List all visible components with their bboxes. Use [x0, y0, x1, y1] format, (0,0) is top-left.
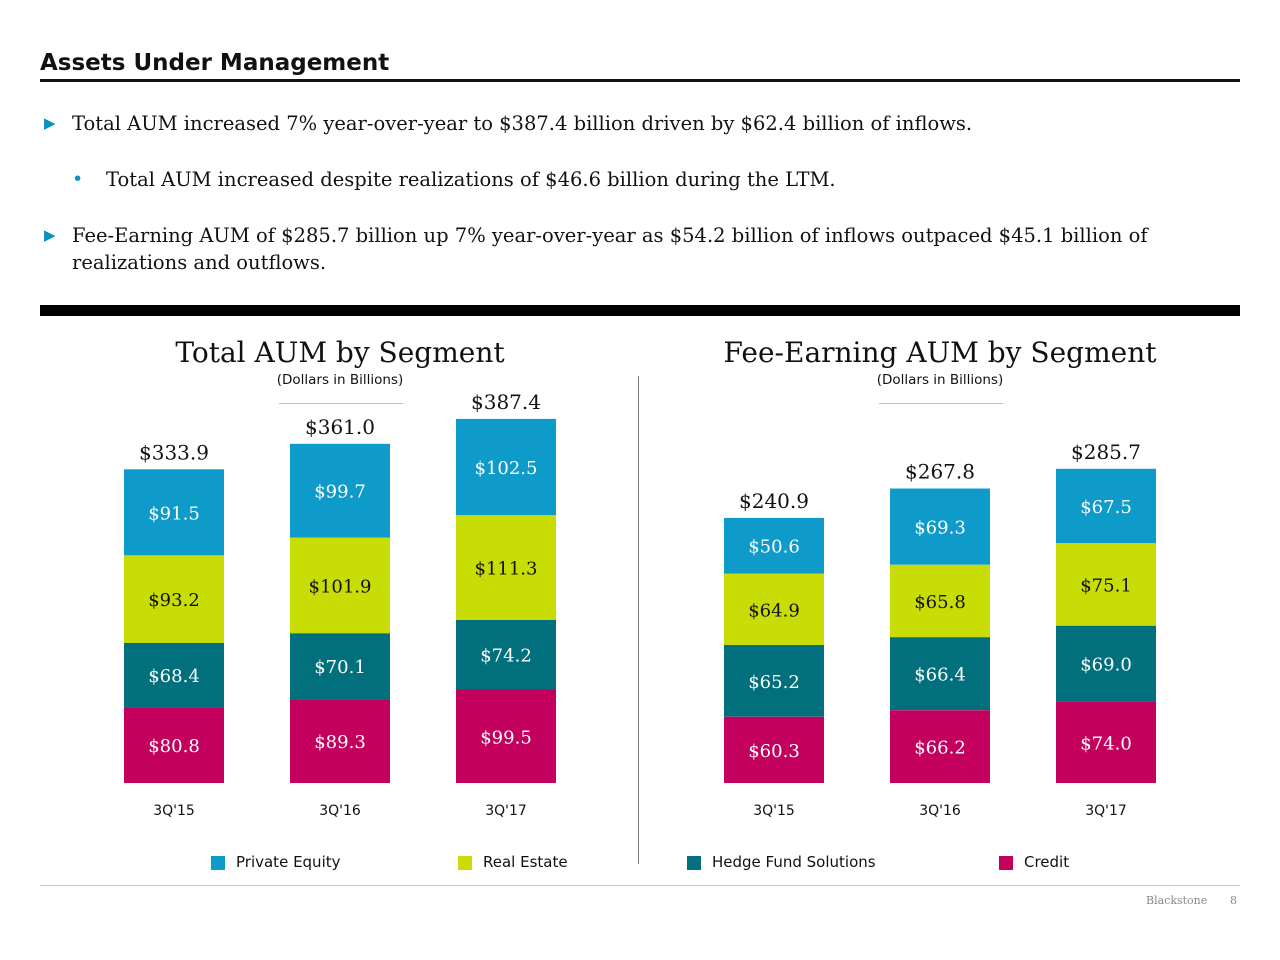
- x-tick-label: 3Q'17: [1085, 803, 1127, 819]
- segment-value-label: $101.9: [309, 576, 372, 597]
- bar-segment-real-estate: [456, 515, 556, 620]
- triangle-bullet-icon: ▶: [44, 226, 56, 244]
- segment-value-label: $66.4: [914, 665, 966, 686]
- title-rule: [40, 79, 1240, 82]
- segment-value-label: $93.2: [148, 590, 200, 611]
- triangle-bullet-icon: ▶: [44, 114, 56, 132]
- bar-segment-private-equity: [890, 488, 990, 565]
- bar-segment-real-estate: [124, 555, 224, 643]
- bar-segment-credit: [124, 707, 224, 783]
- segment-value-label: $74.0: [1080, 733, 1132, 754]
- segment-value-label: $60.3: [748, 741, 800, 762]
- x-tick-label: 3Q'15: [153, 803, 195, 819]
- section-rule: [40, 305, 1240, 316]
- subtitle-rule: [879, 403, 1003, 404]
- footer-rule: [40, 885, 1240, 886]
- bar-segment-credit: [724, 716, 824, 783]
- bullet-text: Total AUM increased despite realizations…: [106, 168, 836, 191]
- segment-value-label: $74.2: [480, 646, 532, 667]
- page-number: 8: [1230, 894, 1237, 907]
- segment-value-label: $111.3: [475, 559, 538, 580]
- legend-label: Credit: [1024, 853, 1070, 871]
- chart-title-total-aum: Total AUM by Segment: [175, 336, 505, 369]
- page-title: Assets Under Management: [40, 50, 390, 76]
- segment-value-label: $99.5: [480, 727, 532, 748]
- bar-segment-real-estate: [724, 573, 824, 645]
- segment-value-label: $89.3: [314, 732, 366, 753]
- legend-swatch: [211, 856, 225, 870]
- bullet-text: Total AUM increased 7% year-over-year to…: [72, 112, 973, 135]
- bar-total-label: $267.8: [905, 460, 975, 484]
- bar-total-label: $333.9: [139, 440, 209, 464]
- x-tick-label: 3Q'16: [319, 803, 361, 819]
- bar-segment-hedge-fund-solutions: [290, 633, 390, 700]
- legend-swatch: [458, 856, 472, 870]
- segment-value-label: $80.8: [148, 736, 200, 757]
- segment-value-label: $102.5: [475, 458, 538, 479]
- bar-segment-private-equity: [124, 469, 224, 556]
- bar-total-label: $387.4: [471, 390, 541, 414]
- segment-value-label: $69.0: [1080, 655, 1132, 676]
- segment-value-label: $91.5: [148, 503, 200, 524]
- segment-value-label: $99.7: [314, 482, 366, 503]
- segment-value-label: $68.4: [148, 666, 200, 687]
- bar-segment-private-equity: [290, 443, 390, 538]
- segment-value-label: $65.2: [748, 672, 800, 693]
- segment-value-label: $67.5: [1080, 497, 1132, 518]
- bar-segment-real-estate: [890, 564, 990, 638]
- bar-segment-private-equity: [1056, 468, 1156, 544]
- bar-segment-hedge-fund-solutions: [724, 644, 824, 717]
- legend-swatch: [687, 856, 701, 870]
- bar-segment-credit: [890, 710, 990, 783]
- bar-segment-hedge-fund-solutions: [890, 637, 990, 711]
- bar-total-label: $361.0: [305, 415, 375, 439]
- bullet-text: Fee-Earning AUM of $285.7 billion up 7% …: [72, 224, 1148, 274]
- footer-brand: Blackstone: [1146, 894, 1208, 907]
- x-tick-label: 3Q'17: [485, 803, 527, 819]
- segment-value-label: $64.9: [748, 600, 800, 621]
- bar-segment-hedge-fund-solutions: [1056, 625, 1156, 702]
- segment-value-label: $50.6: [748, 537, 800, 558]
- legend-swatch: [999, 856, 1013, 870]
- bar-segment-credit: [290, 699, 390, 783]
- x-tick-label: 3Q'15: [753, 803, 795, 819]
- subtitle-rule: [279, 403, 403, 404]
- legend-label: Real Estate: [483, 853, 568, 871]
- bar-segment-private-equity: [724, 517, 824, 574]
- chart-title-fee-earning-aum: Fee-Earning AUM by Segment: [723, 336, 1157, 369]
- segment-value-label: $65.8: [914, 592, 966, 613]
- chart-divider: [638, 376, 639, 864]
- bar-total-label: $285.7: [1071, 440, 1141, 464]
- segment-value-label: $69.3: [914, 518, 966, 539]
- chart-subtitle-fee-earning-aum: (Dollars in Billions): [876, 372, 1004, 388]
- bar-segment-hedge-fund-solutions: [124, 642, 224, 708]
- x-tick-label: 3Q'16: [919, 803, 961, 819]
- legend-label: Private Equity: [236, 853, 341, 871]
- segment-value-label: $66.2: [914, 738, 966, 759]
- segment-value-label: $70.1: [314, 657, 366, 678]
- chart-subtitle-total-aum: (Dollars in Billions): [276, 372, 404, 388]
- bar-segment-real-estate: [290, 537, 390, 634]
- bar-total-label: $240.9: [739, 489, 809, 513]
- chart-legend: Private Equity Real Estate Hedge Fund Solu…: [0, 853, 1280, 877]
- bar-segment-hedge-fund-solutions: [456, 619, 556, 690]
- legend-label: Hedge Fund Solutions: [712, 853, 876, 871]
- bar-segment-real-estate: [1056, 543, 1156, 626]
- dot-bullet-icon: •: [72, 168, 84, 190]
- bar-segment-credit: [1056, 701, 1156, 783]
- segment-value-label: $75.1: [1080, 575, 1132, 596]
- bar-segment-credit: [456, 689, 556, 783]
- bar-segment-private-equity: [456, 418, 556, 516]
